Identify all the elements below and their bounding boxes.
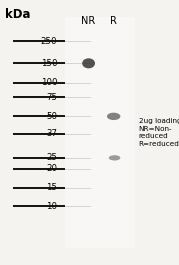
- Text: 25: 25: [46, 153, 57, 162]
- Text: R: R: [110, 16, 117, 26]
- Text: 10: 10: [46, 202, 57, 211]
- Text: NR: NR: [81, 16, 95, 26]
- Text: 15: 15: [46, 183, 57, 192]
- Text: 250: 250: [41, 37, 57, 46]
- Text: 50: 50: [46, 112, 57, 121]
- Text: 150: 150: [41, 59, 57, 68]
- Text: 100: 100: [41, 78, 57, 87]
- Text: 2ug loading
NR=Non-
reduced
R=reduced: 2ug loading NR=Non- reduced R=reduced: [139, 118, 179, 147]
- Ellipse shape: [107, 113, 120, 120]
- Text: 37: 37: [46, 129, 57, 138]
- Bar: [65, 17, 135, 248]
- Ellipse shape: [109, 155, 120, 161]
- Text: 20: 20: [46, 164, 57, 173]
- Ellipse shape: [82, 58, 95, 68]
- Text: kDa: kDa: [5, 8, 31, 21]
- Text: 75: 75: [46, 93, 57, 102]
